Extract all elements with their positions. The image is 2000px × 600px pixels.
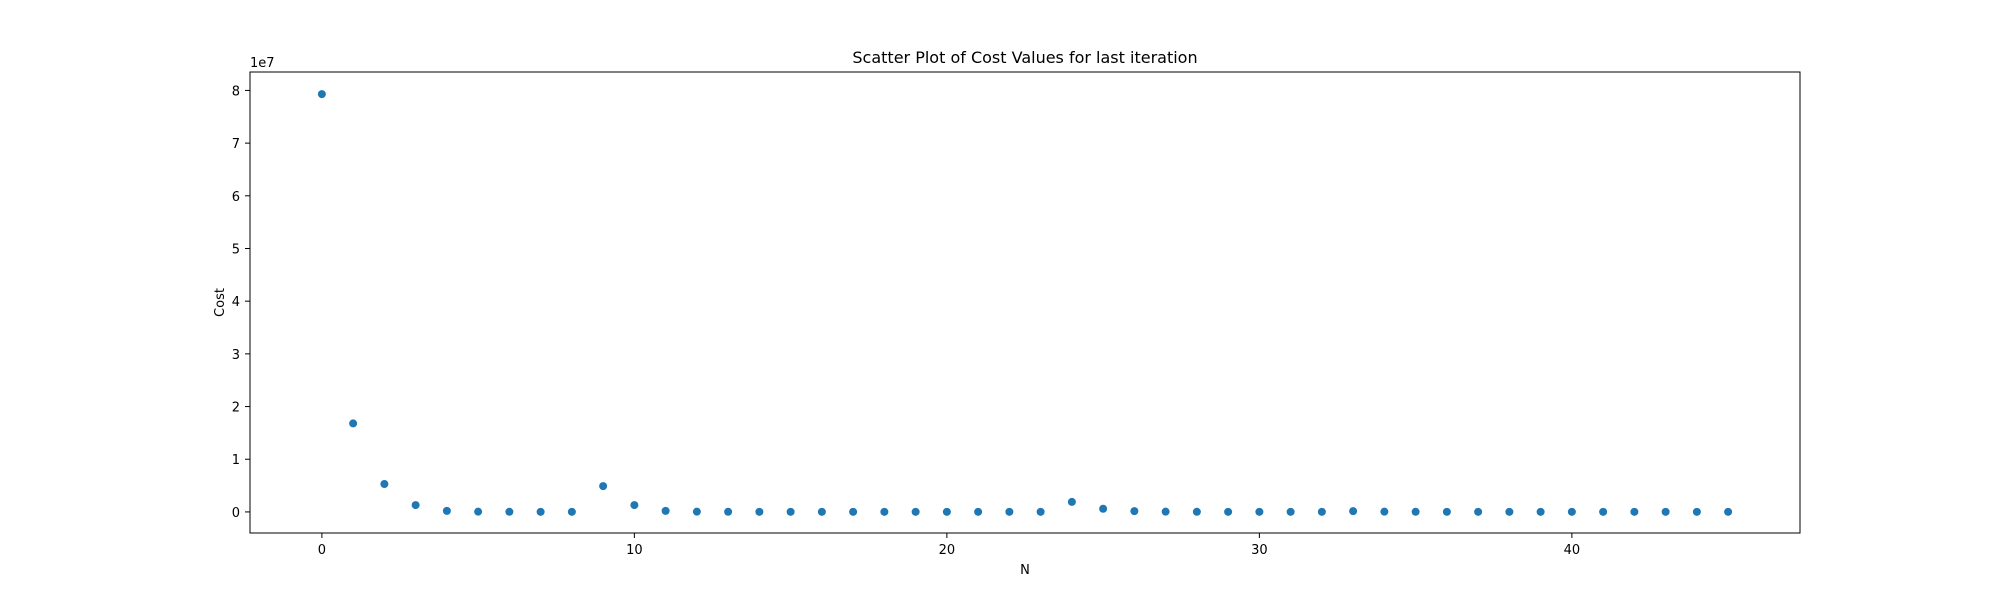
data-point xyxy=(911,507,920,516)
y-tick-label: 8 xyxy=(232,84,240,99)
data-point xyxy=(1099,504,1108,513)
data-point xyxy=(1442,507,1451,516)
y-tick-label: 7 xyxy=(232,137,240,152)
data-point xyxy=(1474,507,1483,516)
marks-layer xyxy=(317,90,1733,516)
data-point xyxy=(567,507,576,516)
y-tick-label: 4 xyxy=(232,295,240,310)
data-point xyxy=(1661,507,1670,516)
data-point xyxy=(1130,507,1139,516)
data-point xyxy=(661,506,670,515)
data-point xyxy=(1349,507,1358,516)
data-point xyxy=(317,90,326,99)
data-point xyxy=(1067,497,1076,506)
data-point xyxy=(786,507,795,516)
x-tick-label: 30 xyxy=(1251,543,1268,558)
data-point xyxy=(1630,507,1639,516)
data-point xyxy=(692,507,701,516)
data-point xyxy=(1192,507,1201,516)
data-point xyxy=(1317,507,1326,516)
data-point xyxy=(505,507,514,516)
x-axis-label: N xyxy=(1020,563,1030,578)
data-point xyxy=(442,506,451,515)
y-tick-label: 3 xyxy=(232,348,240,363)
data-point xyxy=(411,501,420,510)
data-point xyxy=(1224,507,1233,516)
data-point xyxy=(974,507,983,516)
data-point xyxy=(1536,507,1545,516)
data-point xyxy=(349,419,358,428)
data-point xyxy=(1036,507,1045,516)
data-point xyxy=(474,507,483,516)
data-point xyxy=(1599,507,1608,516)
data-point xyxy=(849,507,858,516)
data-point xyxy=(1567,507,1576,516)
y-axis-offset-text: 1e7 xyxy=(250,56,275,71)
data-point xyxy=(880,507,889,516)
data-point xyxy=(1380,507,1389,516)
y-tick-label: 1 xyxy=(232,453,240,468)
chart-title: Scatter Plot of Cost Values for last ite… xyxy=(852,48,1197,67)
data-point xyxy=(817,507,826,516)
data-point xyxy=(1161,507,1170,516)
y-tick-label: 6 xyxy=(232,190,240,205)
data-point xyxy=(536,507,545,516)
data-point xyxy=(1286,507,1295,516)
y-tick-label: 0 xyxy=(232,506,240,521)
data-point xyxy=(1505,507,1514,516)
x-tick-label: 20 xyxy=(939,543,956,558)
data-point xyxy=(942,507,951,516)
data-point xyxy=(1411,507,1420,516)
data-point xyxy=(630,501,639,510)
y-tick-label: 2 xyxy=(232,401,240,416)
data-point xyxy=(1005,507,1014,516)
x-tick-label: 40 xyxy=(1564,543,1581,558)
data-point xyxy=(755,507,764,516)
data-point xyxy=(599,482,608,491)
y-axis-label: Cost xyxy=(213,288,228,317)
x-tick-label: 0 xyxy=(318,543,326,558)
ticks-layer: 0 10 20 30 40 0 1 2 3 4 5 6 7 8 xyxy=(232,84,1580,558)
data-point xyxy=(1724,507,1733,516)
x-tick-label: 10 xyxy=(626,543,643,558)
data-point xyxy=(1692,507,1701,516)
y-tick-label: 5 xyxy=(232,242,240,257)
data-point xyxy=(1255,507,1264,516)
data-point xyxy=(724,507,733,516)
data-point xyxy=(380,480,389,489)
plot-area-frame xyxy=(249,71,1801,534)
